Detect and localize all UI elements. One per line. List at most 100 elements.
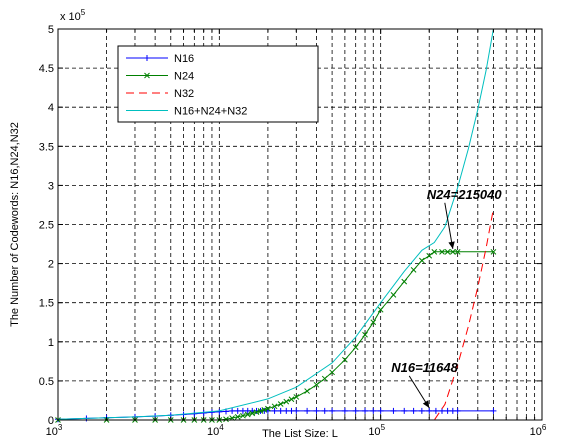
annotation-arrow-shaft	[444, 202, 454, 249]
y-tick-label: 4.5	[39, 63, 54, 75]
marker-x-b	[352, 344, 359, 351]
data-point-N16	[229, 407, 236, 414]
marker-x-b	[426, 252, 433, 259]
marker-x-b	[234, 414, 241, 420]
data-point-N24	[283, 398, 290, 405]
y-tick-label: 2.5	[39, 220, 54, 232]
marker-x-b	[449, 248, 456, 255]
marker-x-b	[390, 292, 397, 298]
data-point-N24	[449, 248, 456, 255]
marker-x-b	[244, 411, 251, 418]
data-point-N16	[277, 407, 284, 414]
y-tick-label: 0.5	[39, 376, 54, 388]
data-point-N24	[454, 248, 461, 255]
data-point-N16	[216, 408, 223, 415]
x-tick-exponent: 4	[219, 423, 224, 432]
data-point-N16	[321, 407, 328, 414]
data-point-N24	[401, 278, 408, 285]
data-point-N16	[283, 407, 290, 414]
x-tick-exponent: 5	[381, 423, 386, 432]
marker-x-b	[277, 401, 284, 407]
data-point-N24	[288, 396, 295, 403]
y-tick-label: 3	[48, 180, 54, 192]
data-point-N24	[362, 331, 368, 338]
data-point-N24	[431, 248, 438, 255]
data-point-N16	[390, 407, 397, 414]
data-point-N16	[444, 407, 451, 414]
data-point-N24	[240, 412, 246, 419]
x-tick-exponent: 3	[58, 423, 63, 432]
x-tick-base: 10	[207, 426, 219, 438]
annotation-arrow-head	[448, 241, 455, 249]
x-tick-base: 10	[368, 426, 380, 438]
data-point-N24	[370, 319, 377, 326]
marker-x-b	[418, 257, 425, 264]
marker-x-b	[321, 375, 328, 382]
data-point-N16	[370, 407, 377, 414]
marker-x-b	[253, 409, 260, 416]
data-point-N24	[234, 414, 241, 420]
annotation-arrow-head	[422, 400, 430, 408]
x-tick-label: 105	[368, 423, 385, 438]
data-point-N16	[352, 407, 359, 414]
data-point-N24	[261, 406, 268, 413]
marker-x-b	[288, 396, 295, 403]
data-point-N24	[304, 388, 310, 394]
data-point-N24	[271, 403, 278, 410]
marker-x-b	[293, 394, 300, 400]
x-tick-base: 10	[530, 426, 542, 438]
marker-x-b	[370, 319, 377, 326]
marker-x-b	[454, 248, 461, 255]
data-point-N24	[342, 356, 348, 363]
marker-x-b	[444, 248, 451, 255]
data-point-N16	[426, 407, 433, 414]
data-point-N16	[304, 407, 311, 414]
y-exponent-label: x 105	[60, 8, 86, 23]
marker-x-b	[410, 267, 417, 273]
y-tick-label: 5	[48, 24, 54, 36]
data-point-N16	[410, 407, 417, 414]
data-point-N16	[313, 407, 320, 414]
data-point-N24	[223, 416, 229, 423]
marker-x-b	[431, 248, 438, 255]
y-tick-label: 1	[48, 337, 54, 349]
x-axis-label: The List Size: L	[262, 428, 338, 439]
annotations: N24=215040 N16=11648	[391, 187, 502, 409]
y-tick-label: 4	[48, 102, 54, 114]
marker-x-b	[257, 408, 264, 414]
y-exponent-power: 5	[81, 8, 86, 17]
legend-marker-x-b	[144, 72, 150, 79]
data-point-N16	[454, 407, 461, 414]
data-point-N16	[341, 407, 348, 414]
marker-x-b	[240, 412, 246, 419]
data-point-N16	[377, 407, 384, 414]
x-tick-label: 106	[530, 423, 547, 438]
y-tick-label: 3.5	[39, 141, 54, 153]
marker-x-b	[283, 398, 290, 405]
data-point-N16	[293, 407, 300, 414]
x-tick-label: 104	[207, 423, 224, 438]
legend-item-N32: N32	[126, 88, 194, 100]
marker-x-b	[261, 406, 268, 413]
legend-label: N16+N24+N32	[174, 106, 247, 118]
marker-x-b	[313, 381, 320, 388]
data-point-N24	[249, 410, 256, 417]
marker-x-b	[490, 248, 497, 255]
data-point-N16	[329, 407, 336, 414]
data-point-N24	[293, 394, 300, 400]
legend-label: N24	[174, 71, 194, 83]
legend-label: N16	[174, 53, 194, 65]
marker-x-b	[439, 248, 445, 255]
data-point-N24	[321, 375, 328, 382]
y-tick-label: 0	[48, 415, 54, 427]
marker-x-b	[304, 388, 310, 394]
series-N16+N24+N32	[57, 28, 494, 420]
data-point-N24	[257, 408, 264, 414]
data-point-N24	[390, 292, 397, 298]
marker-x-b	[329, 369, 335, 376]
marker-x-b	[271, 403, 278, 410]
data-point-N24	[244, 411, 251, 418]
marker-x-b	[265, 405, 271, 412]
legend-item-N24: N24	[126, 71, 194, 83]
